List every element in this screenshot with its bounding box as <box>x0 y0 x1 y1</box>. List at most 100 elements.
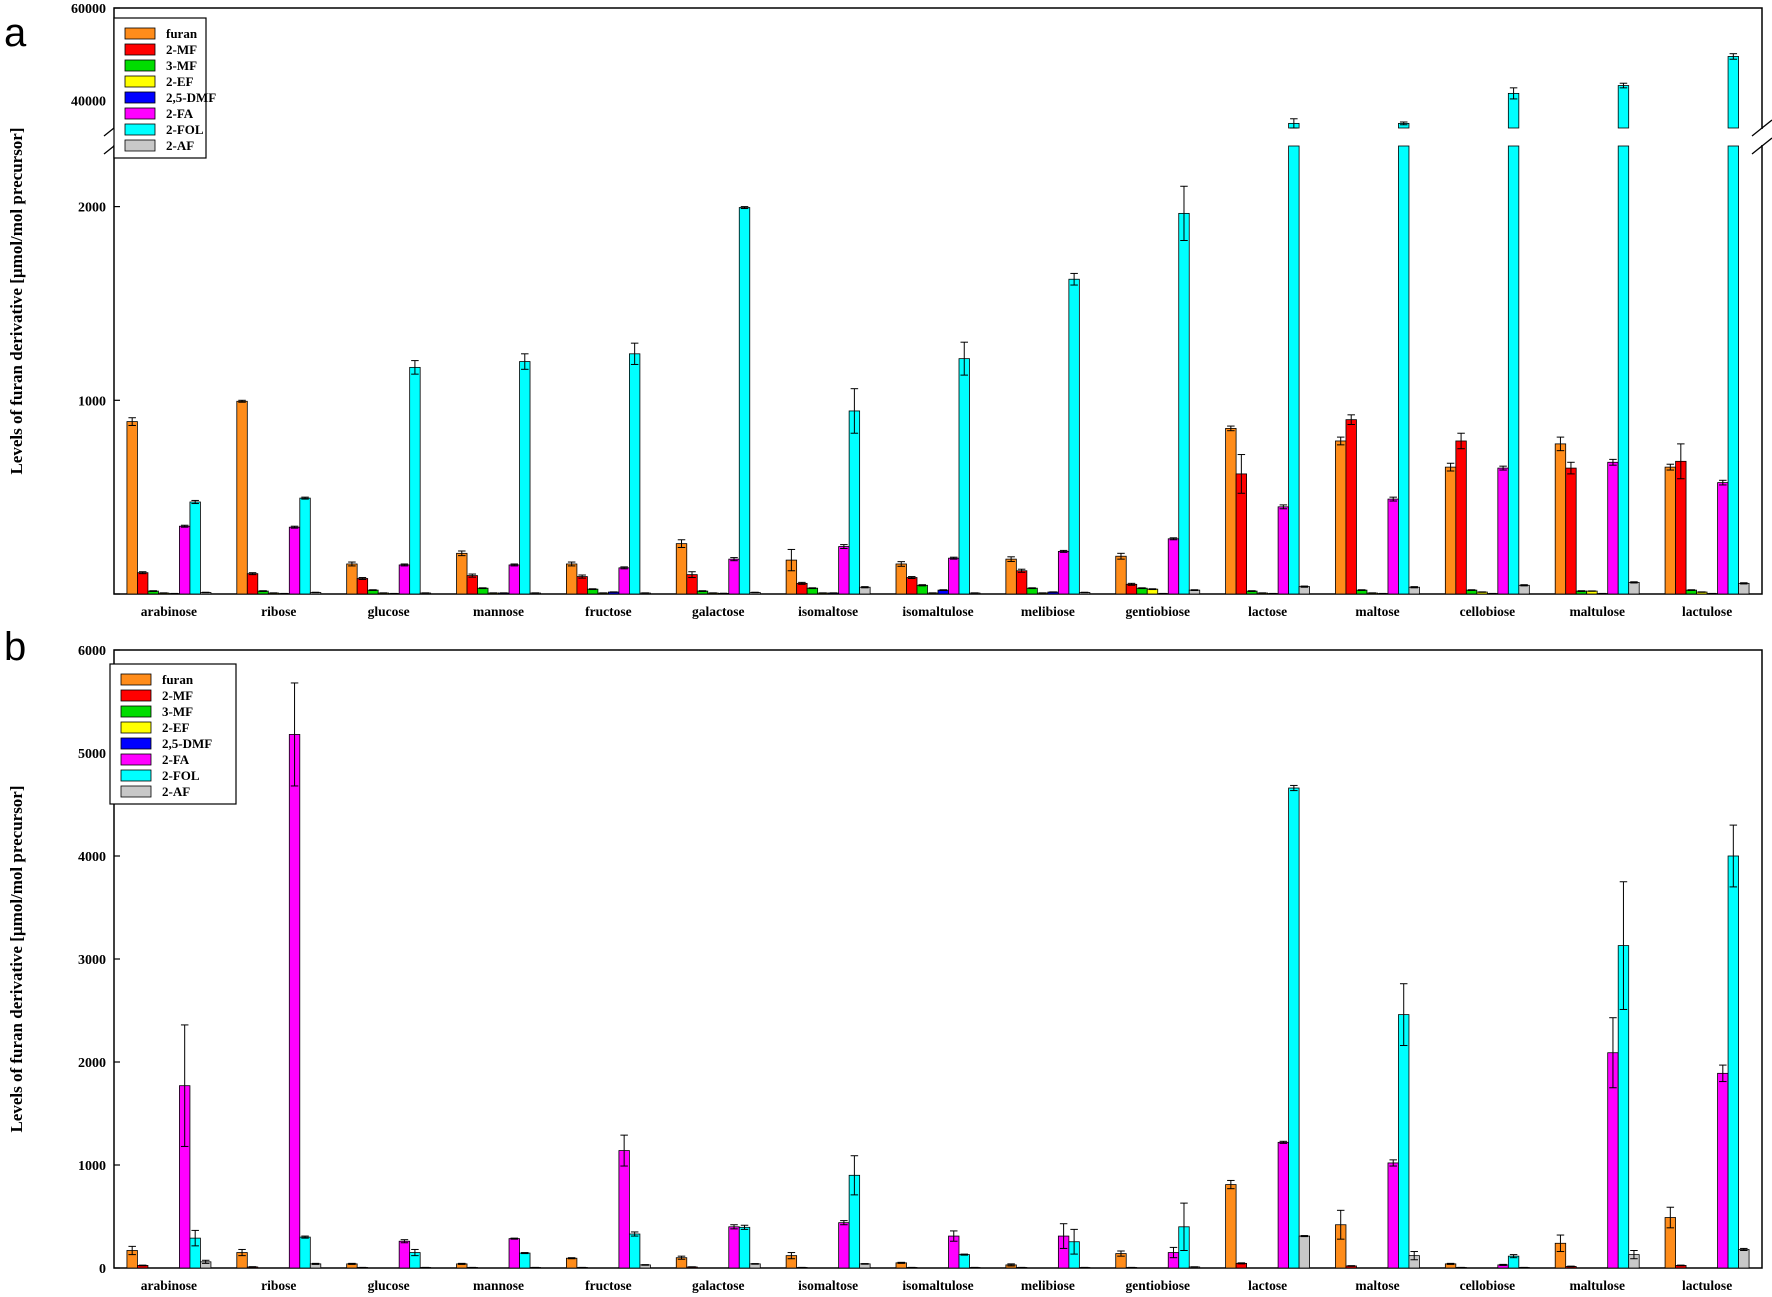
bar-a-2-fa-mannose <box>508 564 520 595</box>
bar-b-furan-fructose <box>566 1257 578 1269</box>
legend-swatch-b-2-af <box>120 785 152 798</box>
legend-swatch-a-furan <box>124 27 156 40</box>
y-tick-label-a: 2000 <box>78 201 106 216</box>
bar-a-2-mf-glucose <box>356 578 369 595</box>
legend-swatch-a-2-fa <box>124 107 156 120</box>
bar-b-2-fol-isomaltulose <box>958 1254 970 1269</box>
y-tick-label-b: 6000 <box>78 644 106 659</box>
bar-a-furan-gentiobiose <box>1115 555 1127 595</box>
panel-label-b: b <box>4 625 26 669</box>
legend-swatch-b-2-fa <box>120 753 152 766</box>
bar-a-2-mf-melibiose <box>1015 570 1028 595</box>
bar-a-2-fol-ribose <box>299 497 311 595</box>
bar-a-2-fol-lactulose <box>1727 56 1739 129</box>
bar-b-2-fa-lactulose <box>1717 1072 1729 1269</box>
legend-swatch-b-2-5-dmf <box>120 737 152 750</box>
bar-b-2-fol-ribose <box>299 1236 311 1269</box>
x-tick-label-a-isomaltulose: isomaltulose <box>902 604 973 619</box>
bar-b-2-fol-lactulose <box>1727 855 1739 1269</box>
x-tick-label-a-maltose: maltose <box>1355 604 1399 619</box>
bar-a-2-fa-isomaltulose <box>948 557 960 595</box>
bar-a-furan-maltulose <box>1554 443 1567 595</box>
bar-a-furan-lactose <box>1225 427 1237 595</box>
bar-a-2-mf-maltose <box>1345 419 1357 595</box>
bar-a-furan-ribose <box>236 400 248 595</box>
x-tick-label-b-maltose: maltose <box>1355 1278 1399 1293</box>
bar-a-2-fa-fructose <box>618 567 630 595</box>
x-tick-label-a-lactulose: lactulose <box>1682 604 1732 619</box>
x-tick-label-b-ribose: ribose <box>261 1278 296 1293</box>
bar-a-2-fa-arabinose <box>179 525 191 595</box>
legend-swatch-a-2-5-dmf <box>124 91 156 104</box>
bar-a-2-mf-arabinose <box>137 572 149 595</box>
legend-label-a-2-fol: 2-FOL <box>166 122 204 137</box>
x-tick-label-a-lactose: lactose <box>1248 604 1287 619</box>
x-tick-label-b-gentiobiose: gentiobiose <box>1125 1278 1190 1293</box>
bar-a-2-fa-ribose <box>288 526 301 595</box>
bar-b-2-fa-glucose <box>398 1240 411 1269</box>
x-tick-label-a-melibiose: melibiose <box>1021 604 1075 619</box>
x-tick-label-a-fructose: fructose <box>585 604 631 619</box>
bar-a-2-mf-lactulose <box>1675 460 1687 595</box>
bar-a-3-mf-isomaltulose <box>916 584 928 595</box>
bar-b-2-fol-galactose <box>738 1226 751 1269</box>
bar-a-2-fol-isomaltose <box>848 410 861 595</box>
x-tick-label-a-maltulose: maltulose <box>1569 604 1625 619</box>
legend-swatch-b-furan <box>120 673 152 686</box>
y-tick-label-b: 3000 <box>78 953 106 968</box>
bar-a-furan-isomaltulose <box>895 563 907 595</box>
legend-label-b-2-mf: 2-MF <box>162 688 193 703</box>
y-tick-label-a: 40000 <box>71 94 106 109</box>
legend-swatch-b-3-mf <box>120 705 152 718</box>
x-tick-label-a-cellobiose: cellobiose <box>1460 604 1516 619</box>
axis-break-mark <box>1751 119 1772 137</box>
bar-a-2-mf-isomaltulose <box>906 577 918 595</box>
y-tick-label-b: 5000 <box>78 747 106 762</box>
legend-label-b-2-af: 2-AF <box>162 784 190 799</box>
legend-swatch-b-2-fol <box>120 769 152 782</box>
bar-a-2-af-lactose <box>1298 586 1310 595</box>
bar-a-2-fol-galactose <box>738 207 751 595</box>
x-tick-label-a-galactose: galactose <box>692 604 744 619</box>
y-axis-title-a: Levels of furan derivative [µmol/mol pre… <box>7 127 26 474</box>
bar-a-2-mf-fructose <box>576 576 588 595</box>
bar-b-2-fol-fructose <box>629 1233 641 1269</box>
bar-b-2-fa-isomaltose <box>838 1222 850 1269</box>
x-tick-label-b-galactose: galactose <box>692 1278 744 1293</box>
bar-a-2-fa-glucose <box>398 564 411 595</box>
bar-a-2-fa-isomaltose <box>838 546 850 595</box>
legend-swatch-a-2-mf <box>124 43 156 56</box>
chart-panel-b: 0 1000 2000 3000 4000 5000 6000 Levels of furan… <box>7 644 1763 1293</box>
y-tick-label-b: 2000 <box>78 1056 106 1071</box>
x-tick-label-b-arabinose: arabinose <box>141 1278 197 1293</box>
x-tick-label-a-gentiobiose: gentiobiose <box>1125 604 1190 619</box>
axis-break-gap-right <box>1758 129 1766 145</box>
legend-swatch-a-3-mf <box>124 59 156 72</box>
bar-b-2-fa-galactose <box>728 1226 740 1269</box>
x-tick-label-b-lactose: lactose <box>1248 1278 1287 1293</box>
x-tick-label-b-mannose: mannose <box>473 1278 524 1293</box>
bar-b-furan-lactose <box>1225 1184 1237 1269</box>
x-tick-label-b-isomaltose: isomaltose <box>798 1278 858 1293</box>
y-tick-label-b: 0 <box>99 1262 106 1277</box>
bar-a-furan-galactose <box>675 543 688 595</box>
x-tick-label-b-maltulose: maltulose <box>1569 1278 1625 1293</box>
bar-a-2-fol-lactose-lower <box>1288 145 1300 595</box>
x-tick-label-b-lactulose: lactulose <box>1682 1278 1732 1293</box>
bar-b-2-af-lactulose <box>1738 1249 1750 1269</box>
bar-a-2-af-lactulose <box>1738 582 1750 595</box>
legend-label-a-3-mf: 3-MF <box>166 58 197 73</box>
bar-a-2-fol-maltulose-lower <box>1617 145 1630 595</box>
legend-label-b-3-mf: 3-MF <box>162 704 193 719</box>
bar-a-furan-mannose <box>456 552 468 595</box>
x-tick-label-a-glucose: glucose <box>368 604 410 619</box>
bar-a-2-mf-mannose <box>466 575 478 595</box>
x-tick-label-b-cellobiose: cellobiose <box>1460 1278 1516 1293</box>
bar-a-2-fol-lactulose-lower <box>1727 145 1739 595</box>
chart-panel-a: 1000 2000 40000 60000 Levels of furan deriva… <box>7 2 1772 619</box>
panel-label-a: a <box>4 11 27 55</box>
bar-a-furan-cellobiose <box>1444 466 1457 595</box>
bar-a-2-fa-gentiobiose <box>1167 538 1180 595</box>
bar-b-2-fa-mannose <box>508 1238 520 1269</box>
